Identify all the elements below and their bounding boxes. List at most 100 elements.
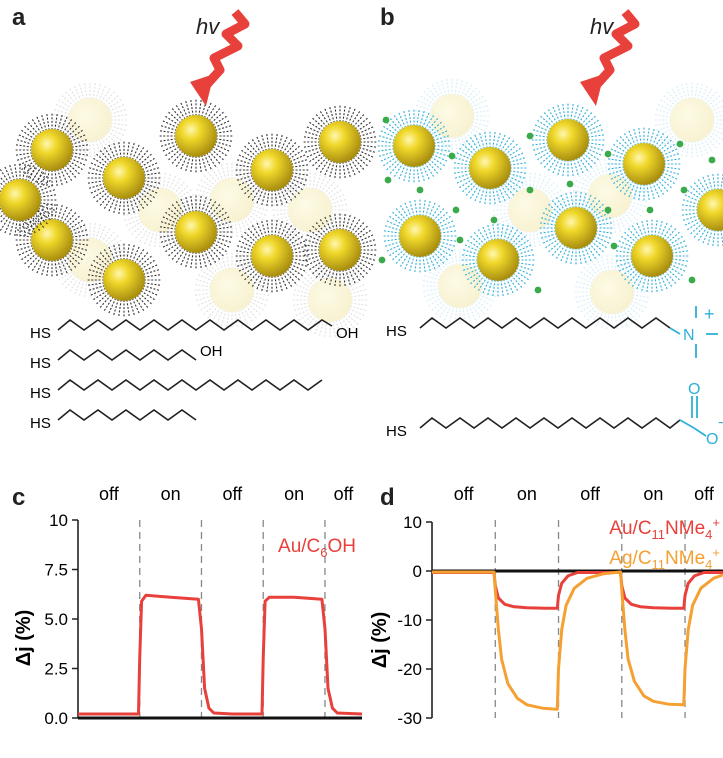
panel-letter-a: a xyxy=(12,4,26,31)
y-tick-label: 10 xyxy=(49,511,68,530)
chart-d-states: off on off on off xyxy=(454,484,715,504)
ligand-row3-head: HS xyxy=(30,385,51,402)
ammonium-charge: + xyxy=(704,304,715,324)
series-line-1 xyxy=(432,570,723,711)
ligand-row1-tail: OH xyxy=(336,325,359,342)
background-particle xyxy=(193,251,271,329)
counterion xyxy=(416,186,424,194)
chart-d: off on off on off 10 0 -10 -20 -30 Au/C11NMe4+ Ag… xyxy=(369,484,723,728)
foreground-particles-a xyxy=(0,99,377,317)
foreground-particles-b xyxy=(377,103,723,297)
nanoparticle xyxy=(87,243,161,317)
counterion xyxy=(676,140,684,148)
ligand-structures-b: HS HS N + O O − xyxy=(386,304,723,448)
counterion xyxy=(456,236,464,244)
nanoparticle xyxy=(681,173,723,247)
counterion xyxy=(604,150,612,158)
nanoparticle xyxy=(539,191,613,265)
nanoparticle xyxy=(453,131,527,205)
hv-label-a: hv xyxy=(196,14,220,39)
chart-c: off on off on off 10 7.5 5.0 2.5 0.0 Au/C6OH Δj … xyxy=(13,484,363,728)
nanoparticle xyxy=(235,219,309,293)
y-tick-label: 0.0 xyxy=(44,709,68,728)
state-label-on: on xyxy=(643,484,663,504)
ligand-row1-head: HS xyxy=(30,325,51,342)
y-tick-label: 10 xyxy=(403,513,422,532)
nanoparticle xyxy=(383,199,457,273)
counterion xyxy=(604,206,612,214)
ligand-c6oh-chain xyxy=(57,348,197,361)
state-label-on: on xyxy=(517,484,537,504)
carboxylate-charge: − xyxy=(718,415,723,432)
counterion xyxy=(384,176,392,184)
carboxylate-o-single: O xyxy=(706,431,718,448)
panel-letter-b: b xyxy=(380,4,395,31)
chart-d-series xyxy=(432,570,723,711)
nanoparticle xyxy=(15,203,89,277)
ligand-carboxylate-head: HS xyxy=(386,423,407,440)
panel-letter-d: d xyxy=(380,484,395,511)
y-tick-label: -30 xyxy=(397,709,422,728)
y-tick-label: -10 xyxy=(397,611,422,630)
y-tick-label: 2.5 xyxy=(44,660,68,679)
state-label-off: off xyxy=(223,484,244,504)
y-tick-label: 5.0 xyxy=(44,610,68,629)
counterion xyxy=(688,276,696,284)
carboxylate-group xyxy=(679,396,707,437)
legend-entry-1: Ag/C11NMe4+ xyxy=(609,545,720,572)
chart-c-series xyxy=(78,593,363,716)
counterion xyxy=(708,156,716,164)
nanoparticle xyxy=(607,127,681,201)
hv-label-b: hv xyxy=(590,14,614,39)
ligand-row4-head: HS xyxy=(30,415,51,432)
ligand-structures-a: HS OH HS OH HS HS xyxy=(30,318,359,432)
counterion xyxy=(680,186,688,194)
ligand-ammonium-head: HS xyxy=(386,323,407,340)
nanoparticle xyxy=(615,219,689,293)
counterion xyxy=(448,152,456,160)
series-line-0 xyxy=(432,571,723,610)
ligand-carboxylate-chain xyxy=(419,416,681,430)
state-label-on: on xyxy=(161,484,181,504)
chart-c-legend: Au/C6OH xyxy=(278,536,356,560)
ligand-ammonium-chain xyxy=(419,316,671,329)
counterion xyxy=(452,206,460,214)
light-arrow-a xyxy=(190,9,250,106)
chart-d-ylabel: Δj (%) xyxy=(369,612,391,669)
counterions-b xyxy=(378,116,716,294)
ligand-row2-head: HS xyxy=(30,355,51,372)
chart-c-ticks: 10 7.5 5.0 2.5 0.0 xyxy=(44,511,78,728)
y-tick-label: 7.5 xyxy=(44,561,68,580)
y-tick-label: -20 xyxy=(397,660,422,679)
counterion xyxy=(646,206,654,214)
ligand-row2-tail: OH xyxy=(200,343,223,360)
y-tick-label: 0 xyxy=(413,562,422,581)
counterion xyxy=(526,132,534,140)
panel-letter-c: c xyxy=(12,484,26,511)
legend-entry-0: Au/C11NMe4+ xyxy=(609,515,720,542)
background-particle xyxy=(653,81,723,159)
nanoparticle xyxy=(531,103,605,177)
nanoparticle xyxy=(0,163,57,237)
nanoparticle xyxy=(461,223,535,297)
nanoparticle xyxy=(303,105,377,179)
state-label-off: off xyxy=(694,484,715,504)
counterion xyxy=(382,116,390,124)
carboxylate-o-double: O xyxy=(688,381,700,398)
nanoparticle xyxy=(235,133,309,207)
nanoparticle xyxy=(159,99,233,173)
light-arrow-b xyxy=(580,9,640,106)
ammonium-group xyxy=(669,306,718,358)
chart-d-ticks: 10 0 -10 -20 -30 xyxy=(397,513,432,728)
ligand-c6-chain xyxy=(57,408,197,421)
counterion xyxy=(566,180,574,188)
counterion xyxy=(378,256,386,264)
series-line-0 xyxy=(78,593,363,716)
ligand-c12-chain xyxy=(57,378,323,391)
nanoparticle xyxy=(377,109,451,183)
state-label-on: on xyxy=(284,484,304,504)
ammonium-n: N xyxy=(683,327,695,344)
ligand-c11oh-chain xyxy=(57,318,333,331)
chart-d-dividers xyxy=(494,520,686,718)
chart-c-states: off on off on off xyxy=(99,484,354,504)
